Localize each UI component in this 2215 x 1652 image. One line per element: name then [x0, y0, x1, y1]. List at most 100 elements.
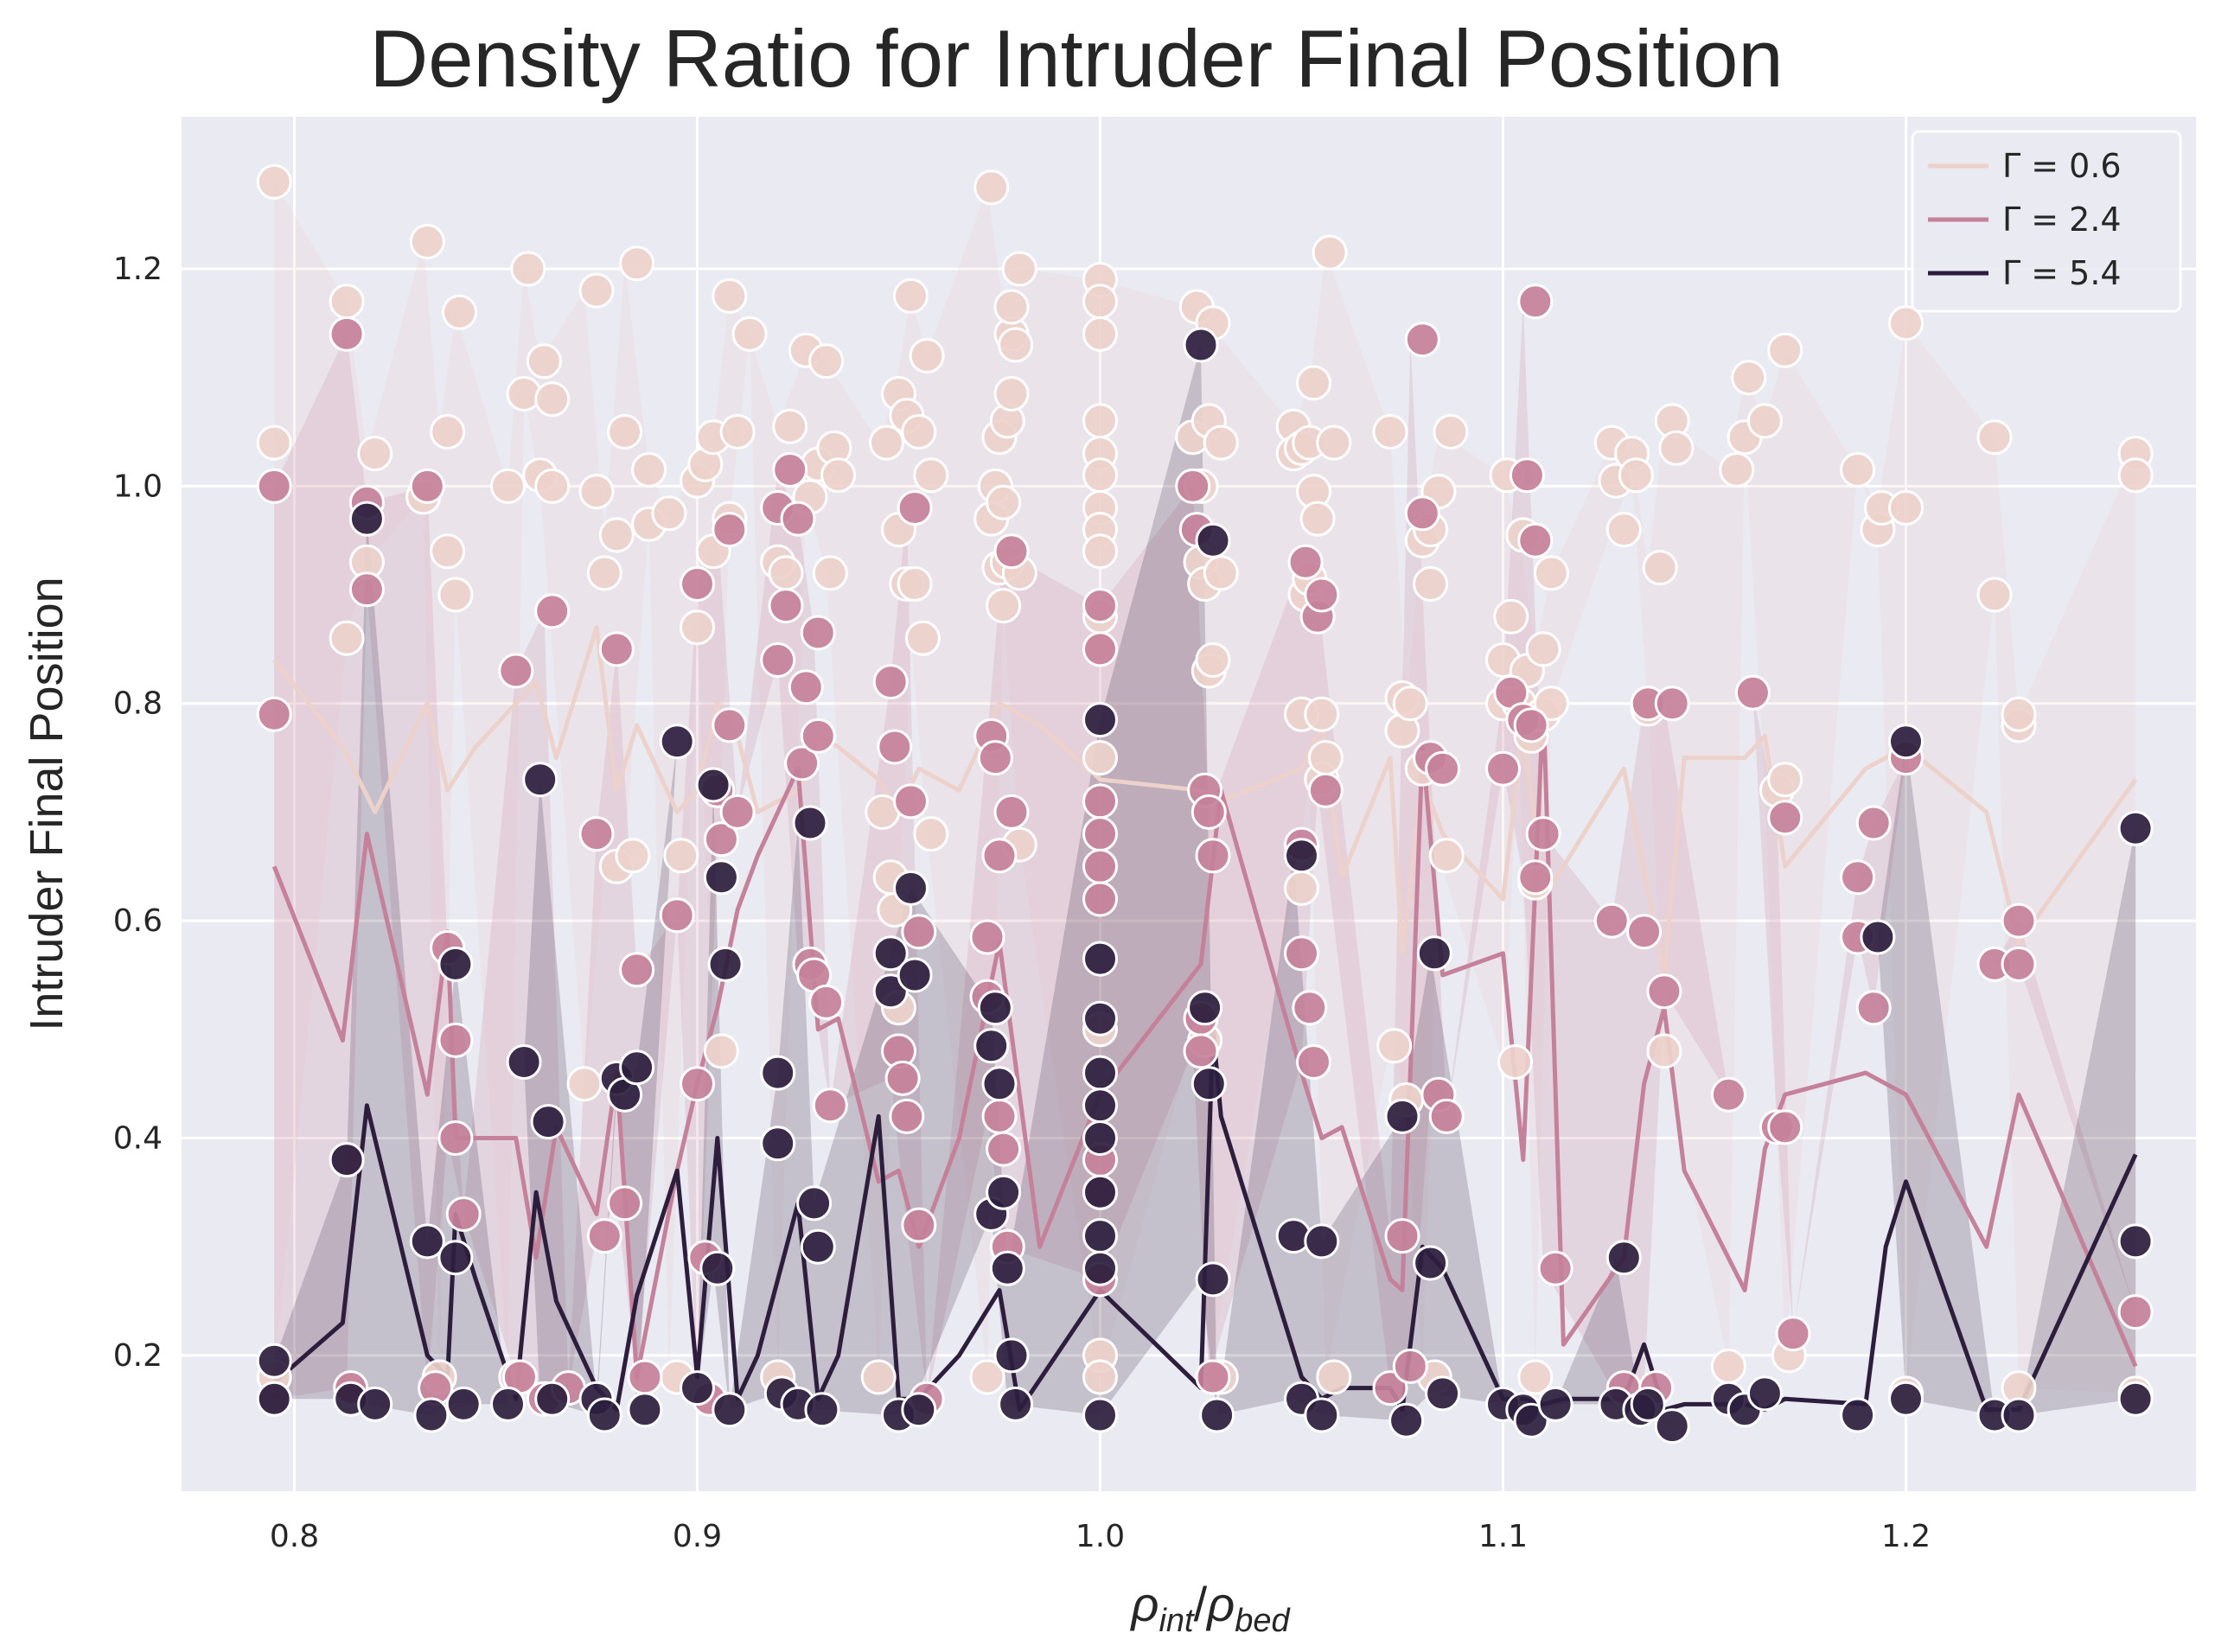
series-1-point-94 [1384, 1218, 1420, 1254]
series-2-point-34 [796, 1185, 833, 1221]
series-2-point-79 [1513, 1402, 1549, 1438]
series-2-point-75 [1416, 935, 1452, 972]
series-2-point-88 [1746, 1375, 1783, 1412]
series-2-point-97 [2117, 1381, 2154, 1417]
series-2-point-89 [1840, 1397, 1876, 1433]
series-2-point-60 [1082, 1397, 1118, 1433]
series-2-point-30 [760, 1055, 796, 1091]
x-tick-label-4: 1.2 [1881, 1519, 1931, 1554]
series-1-point-32 [712, 512, 748, 548]
series-1-point-55 [901, 914, 937, 950]
series-1-point-48 [872, 664, 909, 700]
series-0-point-127 [1296, 365, 1331, 401]
series-0-point-93 [1082, 316, 1118, 352]
series-0-point-73 [913, 816, 949, 852]
series-1-point-93 [1372, 1370, 1408, 1406]
series-1-point-89 [1296, 1044, 1331, 1080]
series-2-point-91 [1888, 724, 1924, 760]
series-0-point-187 [1888, 305, 1924, 341]
series-0-point-81 [986, 588, 1022, 624]
series-2-point-80 [1537, 1386, 1573, 1422]
series-0-point-149 [1433, 414, 1469, 450]
series-2-point-46 [981, 1066, 1018, 1102]
series-0-point-163 [1533, 686, 1569, 722]
series-0-point-75 [973, 169, 1010, 206]
series-1-point-100 [1425, 750, 1461, 787]
series-0-point-48 [768, 555, 804, 591]
series-1-point-111 [1537, 1250, 1573, 1286]
x-tick-label-0: 0.8 [270, 1519, 319, 1554]
series-0-point-96 [1082, 457, 1118, 494]
series-0-point-115 [1195, 642, 1231, 678]
series-1-point-127 [1855, 805, 1892, 841]
series-0-point-129 [1299, 501, 1336, 537]
series-0-point-20 [534, 468, 571, 504]
y-tick-label-5: 1.2 [113, 252, 163, 287]
series-1-point-61 [977, 740, 1013, 776]
series-2-point-0 [256, 1343, 292, 1379]
series-0-point-172 [1646, 1033, 1682, 1069]
series-0-point-188 [1888, 490, 1924, 526]
series-0-point-12 [437, 577, 474, 613]
series-1-point-24 [627, 1359, 663, 1395]
series-0-point-49 [772, 408, 808, 444]
series-1-point-64 [986, 1131, 1022, 1167]
series-1-point-92 [1307, 772, 1344, 808]
series-0-point-178 [1731, 360, 1767, 396]
series-2-point-45 [977, 990, 1013, 1026]
series-2-point-2 [329, 1142, 365, 1178]
series-2-point-29 [760, 1126, 796, 1162]
series-1-point-77 [1175, 468, 1211, 504]
series-1-point-88 [1292, 990, 1328, 1026]
series-1-point-45 [800, 615, 836, 651]
y-tick-label-1: 0.4 [113, 1121, 163, 1157]
series-2-point-63 [1190, 1066, 1227, 1102]
series-2-point-37 [872, 935, 909, 972]
series-0-point-133 [1312, 234, 1348, 271]
series-1-point-87 [1287, 544, 1324, 580]
series-2-point-24 [695, 767, 731, 803]
series-2-point-96 [2117, 1223, 2154, 1260]
series-0-point-116 [1203, 424, 1239, 461]
series-0-point-45 [731, 316, 768, 352]
series-1-point-112 [1593, 903, 1630, 939]
series-0-point-1 [256, 424, 292, 461]
series-1-point-123 [1767, 1109, 1803, 1145]
series-0-point-28 [607, 414, 643, 450]
series-0-point-191 [1976, 577, 2013, 613]
series-1-point-82 [1190, 794, 1227, 830]
series-1-point-67 [993, 794, 1030, 830]
series-0-point-27 [598, 517, 635, 553]
y-tick-label-2: 0.6 [113, 903, 163, 939]
series-0-point-17 [510, 251, 546, 287]
series-0-point-176 [1719, 452, 1755, 488]
series-1-point-33 [712, 707, 748, 743]
series-0-point-175 [1710, 1349, 1746, 1384]
series-0-point-153 [1493, 598, 1529, 635]
legend-label-0: Γ = 0.6 [2002, 147, 2122, 185]
series-1-point-125 [1840, 859, 1876, 896]
series-1-point-69 [1082, 631, 1118, 667]
series-1-point-7 [348, 571, 385, 608]
series-0-point-92 [1082, 284, 1118, 320]
series-1-line [271, 701, 2138, 1380]
series-1-point-12 [437, 1120, 474, 1156]
series-1-point-102 [1485, 750, 1521, 787]
series-0-point-87 [998, 327, 1034, 363]
series-0-point-174 [1658, 430, 1695, 466]
series-0-point-102 [1082, 740, 1118, 776]
series-0-point-43 [712, 277, 748, 314]
series-0-point-161 [1525, 631, 1561, 667]
series-2-point-85 [1654, 1408, 1690, 1445]
series-0-point-19 [526, 343, 562, 380]
series-1-point-25 [659, 897, 695, 934]
series-0-point-132 [1307, 740, 1344, 776]
series-2-point-12 [506, 1044, 542, 1080]
series-2-point-68 [1284, 838, 1319, 874]
series-2-point-17 [586, 1397, 622, 1433]
series-2-point-76 [1425, 1375, 1461, 1412]
series-2-point-27 [707, 946, 744, 982]
series-1-point-19 [578, 816, 615, 852]
series-1-point-26 [680, 566, 715, 602]
series-2-point-44 [973, 1028, 1010, 1064]
